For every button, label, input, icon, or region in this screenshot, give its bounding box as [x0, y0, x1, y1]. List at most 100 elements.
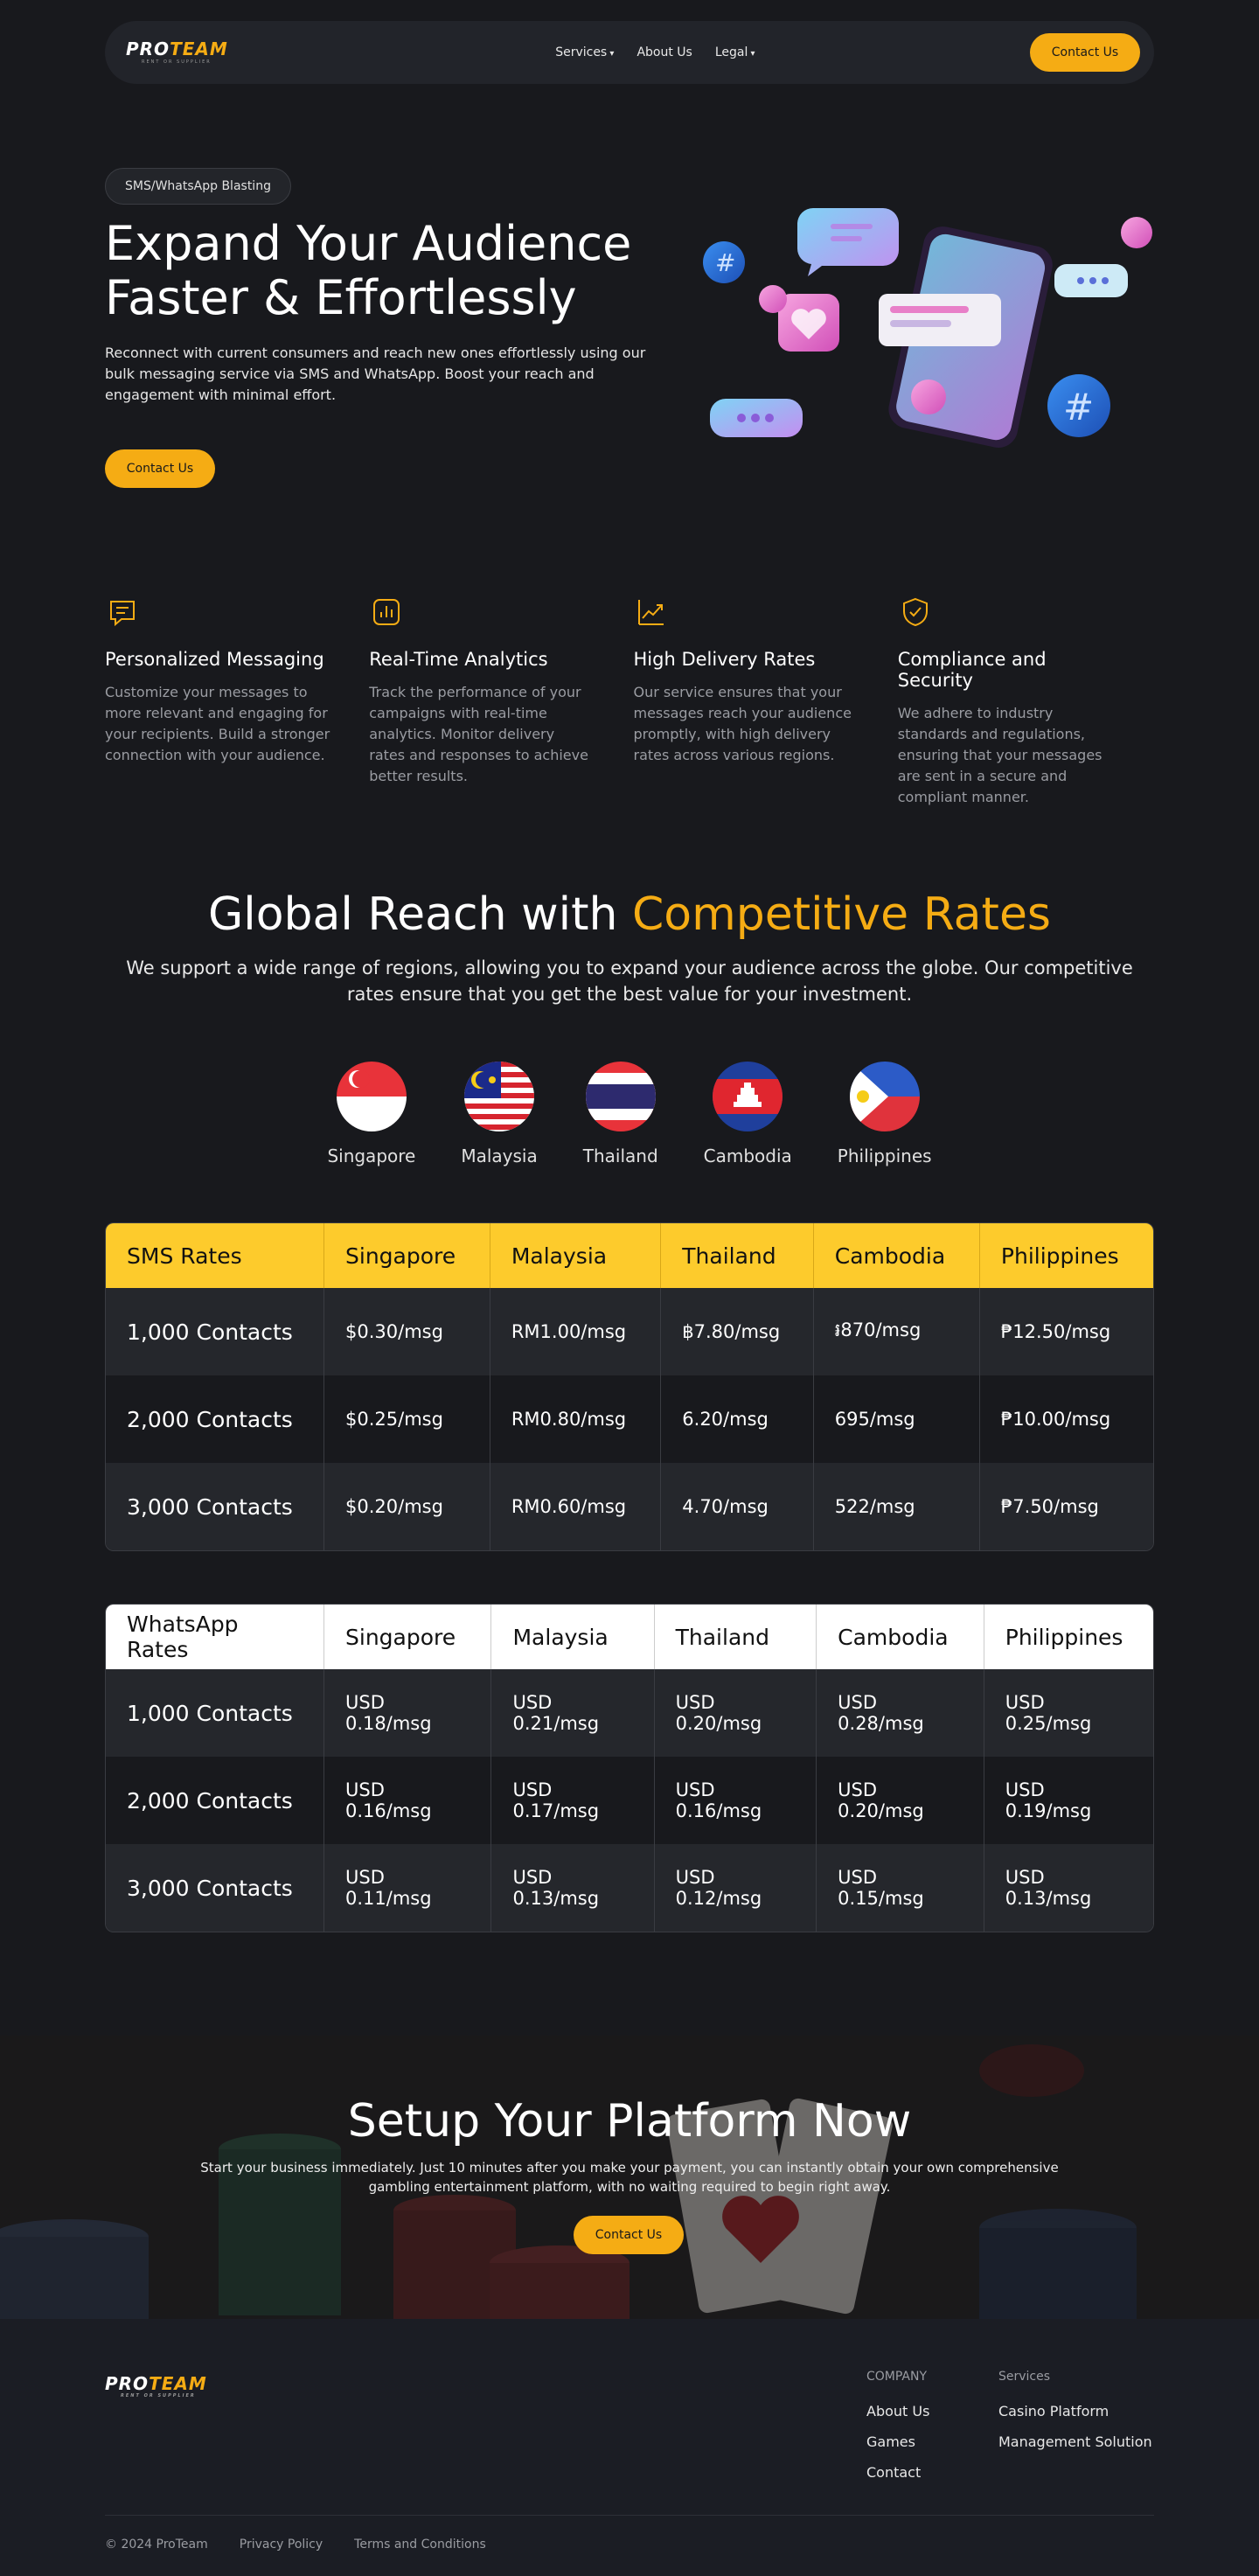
country-name: Singapore	[327, 1145, 416, 1166]
table-cell: ៛870/msg	[813, 1288, 980, 1375]
feature-card: Personalized Messaging Customize your me…	[105, 595, 361, 808]
hashtag-icon: #	[1047, 374, 1110, 437]
footer-bottom: © 2024 ProTeam Privacy Policy Terms and …	[105, 2538, 486, 2552]
table-cell: $0.30/msg	[324, 1288, 490, 1375]
svg-text:#: #	[1063, 386, 1094, 428]
table-cell: 6.20/msg	[661, 1375, 814, 1463]
table-row: 1,000 Contacts USD 0.18/msg USD 0.21/msg…	[106, 1669, 1153, 1757]
nav-links: Services About Us Legal	[555, 45, 755, 59]
footer-link-casino-platform[interactable]: Casino Platform	[998, 2403, 1109, 2419]
table-row: 2,000 Contacts $0.25/msg RM0.80/msg 6.20…	[106, 1375, 1153, 1463]
nav-legal[interactable]: Legal	[715, 45, 755, 59]
feature-card: Real-Time Analytics Track the performanc…	[369, 595, 625, 808]
logo-text-team: TEAM	[170, 38, 228, 59]
table-cell: 695/msg	[813, 1375, 980, 1463]
table-cell: USD 0.13/msg	[491, 1844, 655, 1932]
table-row: 3,000 Contacts USD 0.11/msg USD 0.13/msg…	[106, 1844, 1153, 1932]
table-cell: USD 0.21/msg	[491, 1669, 655, 1757]
cta-contact-button[interactable]: Contact Us	[574, 2216, 684, 2254]
table-cell: USD 0.15/msg	[817, 1844, 984, 1932]
table-cell: ฿7.80/msg	[661, 1288, 814, 1375]
table-header: Thailand	[654, 1605, 817, 1669]
table-cell: 522/msg	[813, 1463, 980, 1550]
flag-philippines: Philippines	[838, 1062, 932, 1166]
table-cell: USD 0.18/msg	[324, 1669, 492, 1757]
feature-card: Compliance and Security We adhere to ind…	[898, 595, 1154, 808]
reach-title-accent: Competitive Rates	[631, 888, 1052, 941]
table-cell: 1,000 Contacts	[106, 1288, 324, 1375]
terms-link[interactable]: Terms and Conditions	[354, 2538, 486, 2552]
logo[interactable]: PROTEAM RENT OR SUPPLIER	[126, 40, 228, 65]
chat-bubble-icon	[1054, 264, 1128, 297]
table-cell: USD 0.19/msg	[984, 1757, 1153, 1844]
footer-divider	[105, 2515, 1154, 2516]
table-header: Singapore	[324, 1223, 490, 1288]
table-header: Malaysia	[491, 1605, 655, 1669]
country-name: Philippines	[837, 1145, 932, 1166]
flag-thailand: Thailand	[583, 1062, 658, 1166]
table-header: Malaysia	[490, 1223, 662, 1288]
message-icon	[110, 601, 135, 627]
feature-text: Our service ensures that your messages r…	[633, 684, 852, 763]
logo-text-pro: PRO	[105, 2373, 150, 2394]
footer-services-column: Services Casino Platform Management Solu…	[998, 2370, 1152, 2464]
logo-text-pro: PRO	[126, 38, 170, 59]
phone-icon	[879, 226, 1053, 448]
table-cell: 1,000 Contacts	[106, 1669, 324, 1757]
table-cell: USD 0.11/msg	[324, 1844, 492, 1932]
footer-logo[interactable]: PROTEAM RENT OR SUPPLIER	[105, 2375, 207, 2398]
nav-services[interactable]: Services	[555, 45, 614, 59]
table-cell: 4.70/msg	[661, 1463, 814, 1550]
privacy-policy-link[interactable]: Privacy Policy	[239, 2538, 323, 2552]
trend-up-icon	[637, 600, 664, 625]
table-cell: USD 0.25/msg	[984, 1669, 1153, 1757]
table-header: Philippines	[984, 1605, 1153, 1669]
table-cell: 2,000 Contacts	[106, 1757, 324, 1844]
cta-title: Setup Your Platform Now	[347, 2095, 912, 2148]
table-cell: 2,000 Contacts	[106, 1375, 324, 1463]
country-flags: Singapore Malaysia Thailand Cambodia Phi…	[0, 1062, 1259, 1166]
footer: PROTEAM RENT OR SUPPLIER COMPANY About U…	[0, 2319, 1259, 2576]
feature-text: Customize your messages to more relevant…	[105, 684, 330, 763]
copyright: © 2024 ProTeam	[105, 2538, 208, 2552]
footer-link-contact[interactable]: Contact	[866, 2464, 922, 2481]
table-cell: USD 0.13/msg	[984, 1844, 1153, 1932]
footer-heading: Services	[998, 2370, 1051, 2384]
table-cell: 3,000 Contacts	[106, 1844, 324, 1932]
table-cell: USD 0.20/msg	[654, 1669, 817, 1757]
nav-contact-button[interactable]: Contact Us	[1030, 33, 1140, 72]
table-header: WhatsApp Rates	[106, 1605, 324, 1669]
footer-link-management-solution[interactable]: Management Solution	[998, 2433, 1152, 2450]
hero-contact-button[interactable]: Contact Us	[105, 449, 215, 488]
table-header: SMS Rates	[106, 1223, 324, 1288]
singapore-flag-icon	[336, 1062, 407, 1131]
thailand-flag-icon	[585, 1062, 656, 1131]
feature-title: Personalized Messaging	[105, 649, 324, 670]
table-header: Singapore	[324, 1605, 492, 1669]
table-cell: USD 0.16/msg	[654, 1757, 817, 1844]
feature-text: Track the performance of your campaigns …	[369, 684, 588, 784]
table-cell: $0.25/msg	[324, 1375, 490, 1463]
table-cell: USD 0.12/msg	[654, 1844, 817, 1932]
footer-link-about[interactable]: About Us	[866, 2403, 930, 2419]
casino-chips-background	[0, 2036, 1259, 2319]
cta-banner: Setup Your Platform Now Start your busin…	[0, 2036, 1259, 2319]
table-cell: USD 0.16/msg	[324, 1757, 492, 1844]
nav-about-us[interactable]: About Us	[636, 45, 692, 59]
table-row: 3,000 Contacts $0.20/msg RM0.60/msg 4.70…	[106, 1463, 1153, 1550]
flag-singapore: Singapore	[327, 1062, 415, 1166]
philippines-flag-icon	[849, 1062, 920, 1131]
logo-text-team: TEAM	[149, 2373, 207, 2394]
flag-cambodia: Cambodia	[704, 1062, 792, 1166]
call-icon	[759, 217, 1152, 414]
table-header: Cambodia	[813, 1223, 980, 1288]
feature-title: Real-Time Analytics	[369, 649, 548, 670]
hero-title: Expand Your Audience Faster & Effortless…	[105, 216, 632, 325]
table-cell: ₱12.50/msg	[979, 1288, 1153, 1375]
malaysia-flag-icon	[464, 1062, 535, 1131]
hashtag-icon: #	[703, 241, 745, 283]
table-header: Philippines	[979, 1223, 1153, 1288]
footer-link-games[interactable]: Games	[866, 2433, 915, 2450]
footer-heading: COMPANY	[866, 2370, 928, 2384]
table-cell: RM0.80/msg	[490, 1375, 662, 1463]
